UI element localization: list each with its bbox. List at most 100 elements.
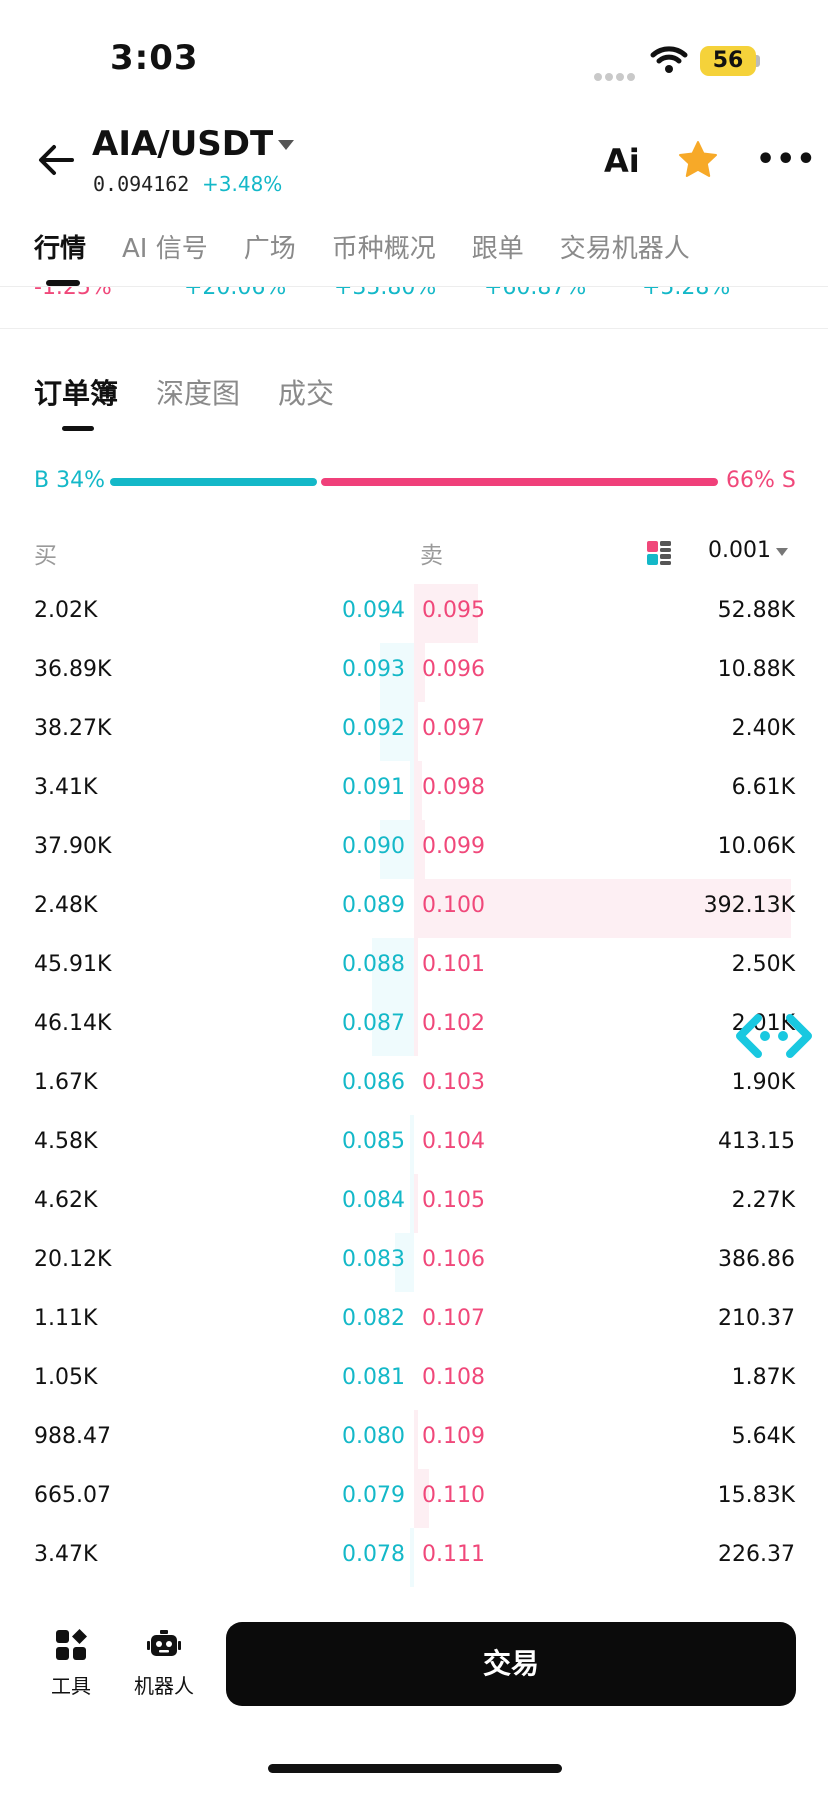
buy-price: 0.083 [342, 1247, 405, 1272]
tab-trading-bot[interactable]: 交易机器人 [559, 234, 690, 264]
tab-depth-chart[interactable]: 深度图 [156, 377, 241, 410]
ticker-value: -1.25% [34, 287, 112, 300]
precision-selector[interactable]: 0.001 [708, 538, 771, 563]
sell-quantity: 52.88K [717, 598, 795, 623]
orderbook-row[interactable]: 46.14K 0.087 0.102 2.01K [0, 997, 828, 1056]
buy-price: 0.078 [342, 1542, 405, 1567]
sell-price: 0.101 [422, 952, 485, 977]
trade-button[interactable]: 交易 [226, 1622, 796, 1706]
more-menu-icon[interactable]: ••• [756, 142, 817, 177]
buy-quantity: 1.11K [34, 1306, 98, 1331]
sell-quantity: 15.83K [717, 1483, 795, 1508]
orderbook-row[interactable]: 36.89K 0.093 0.096 10.88K [0, 643, 828, 702]
sell-depth-bar [414, 938, 418, 997]
header-divider [0, 286, 828, 287]
robot-button[interactable]: 机器人 [128, 1628, 200, 1699]
sell-ratio-label: 66% S [726, 468, 796, 493]
tab-trades[interactable]: 成交 [278, 377, 335, 410]
orderbook-row[interactable]: 2.02K 0.094 0.095 52.88K [0, 584, 828, 643]
home-indicator[interactable] [268, 1764, 562, 1773]
orderbook-row[interactable]: 988.47 0.080 0.109 5.64K [0, 1410, 828, 1469]
ticker-value: +60.87% [484, 287, 587, 300]
sell-price: 0.109 [422, 1424, 485, 1449]
sell-price: 0.095 [422, 598, 485, 623]
sell-price: 0.111 [422, 1542, 485, 1567]
buy-quantity: 2.02K [34, 598, 98, 623]
buy-quantity: 36.89K [34, 657, 112, 682]
sell-quantity: 1.90K [731, 1070, 795, 1095]
orderbook-row[interactable]: 38.27K 0.092 0.097 2.40K [0, 702, 828, 761]
buy-price: 0.086 [342, 1070, 405, 1095]
buy-ratio-label: B 34% [34, 468, 105, 493]
order-book: 2.02K 0.094 0.095 52.88K 36.89K 0.093 0.096 10.… [0, 584, 828, 1604]
buy-quantity: 1.67K [34, 1070, 98, 1095]
buy-quantity: 3.41K [34, 775, 98, 800]
sell-depth-bar [414, 761, 422, 820]
orderbook-row[interactable]: 1.05K 0.081 0.108 1.87K [0, 1351, 828, 1410]
sell-quantity: 2.40K [731, 716, 795, 741]
tab-coin-overview[interactable]: 币种概况 [331, 234, 436, 264]
main-tabs: 行情 AI 信号 广场 币种概况 跟单 交易机器人 [34, 228, 726, 272]
sell-depth-bar [414, 1410, 418, 1469]
orderbook-row[interactable]: 4.58K 0.085 0.104 413.15 [0, 1115, 828, 1174]
orderbook-row[interactable]: 20.12K 0.083 0.106 386.86 [0, 1233, 828, 1292]
sell-depth-bar [414, 584, 478, 643]
buy-depth-bar [380, 643, 414, 702]
sell-quantity: 210.37 [718, 1306, 795, 1331]
back-arrow-icon[interactable] [36, 142, 76, 178]
sell-price: 0.098 [422, 775, 485, 800]
ai-button[interactable]: Ai [604, 142, 640, 180]
buy-price: 0.084 [342, 1188, 405, 1213]
orderbook-row[interactable]: 3.41K 0.091 0.098 6.61K [0, 761, 828, 820]
buy-quantity: 2.48K [34, 893, 98, 918]
orderbook-row[interactable]: 4.62K 0.084 0.105 2.27K [0, 1174, 828, 1233]
orderbook-row[interactable]: 3.47K 0.078 0.111 226.37 [0, 1528, 828, 1587]
active-subtab-indicator [62, 426, 94, 431]
buy-price: 0.079 [342, 1483, 405, 1508]
sell-depth-bar [414, 1469, 429, 1528]
orderbook-row[interactable]: 45.91K 0.088 0.101 2.50K [0, 938, 828, 997]
sell-ratio-bar [321, 478, 718, 486]
sell-price: 0.096 [422, 657, 485, 682]
buy-depth-bar [410, 1115, 414, 1174]
orderbook-row[interactable]: 2.48K 0.089 0.100 392.13K [0, 879, 828, 938]
pair-dropdown-caret-icon[interactable] [278, 140, 294, 150]
sell-quantity: 2.50K [731, 952, 795, 977]
buy-quantity: 988.47 [34, 1424, 111, 1449]
buy-price: 0.092 [342, 716, 405, 741]
status-time: 3:03 [110, 38, 199, 78]
trading-pair-title[interactable]: AIA/USDT [92, 124, 274, 164]
star-favorite-icon[interactable] [676, 138, 720, 182]
buy-depth-bar [380, 702, 414, 761]
precision-caret-icon[interactable] [776, 548, 788, 556]
buy-price: 0.094 [342, 598, 405, 623]
buy-price: 0.081 [342, 1365, 405, 1390]
tab-square[interactable]: 广场 [243, 234, 296, 264]
robot-label: 机器人 [134, 1674, 194, 1698]
sell-quantity: 392.13K [703, 893, 795, 918]
tab-copy-trading[interactable]: 跟单 [471, 234, 524, 264]
orderbook-row[interactable]: 1.11K 0.082 0.107 210.37 [0, 1292, 828, 1351]
tab-order-book[interactable]: 订单簿 [34, 377, 119, 410]
robot-icon [147, 1630, 181, 1656]
orderbook-row[interactable]: 1.67K 0.086 0.103 1.90K [0, 1056, 828, 1115]
orderbook-row[interactable]: 37.90K 0.090 0.099 10.06K [0, 820, 828, 879]
buy-quantity: 1.05K [34, 1365, 98, 1390]
buy-price: 0.091 [342, 775, 405, 800]
buy-quantity: 3.47K [34, 1542, 98, 1567]
layout-toggle-icon[interactable] [646, 540, 672, 566]
buy-depth-bar [395, 1233, 414, 1292]
buy-depth-bar [380, 820, 414, 879]
sell-quantity: 413.15 [718, 1129, 795, 1154]
buy-quantity: 665.07 [34, 1483, 111, 1508]
buy-depth-bar [372, 938, 414, 997]
buy-price: 0.089 [342, 893, 405, 918]
buy-quantity: 38.27K [34, 716, 112, 741]
tools-button[interactable]: 工具 [44, 1628, 98, 1699]
floating-assistant-icon[interactable] [732, 1012, 816, 1060]
tab-ai-signal[interactable]: AI 信号 [122, 234, 208, 264]
tab-market[interactable]: 行情 [34, 234, 87, 264]
orderbook-row[interactable]: 665.07 0.079 0.110 15.83K [0, 1469, 828, 1528]
sell-depth-bar [414, 643, 425, 702]
buy-price: 0.080 [342, 1424, 405, 1449]
